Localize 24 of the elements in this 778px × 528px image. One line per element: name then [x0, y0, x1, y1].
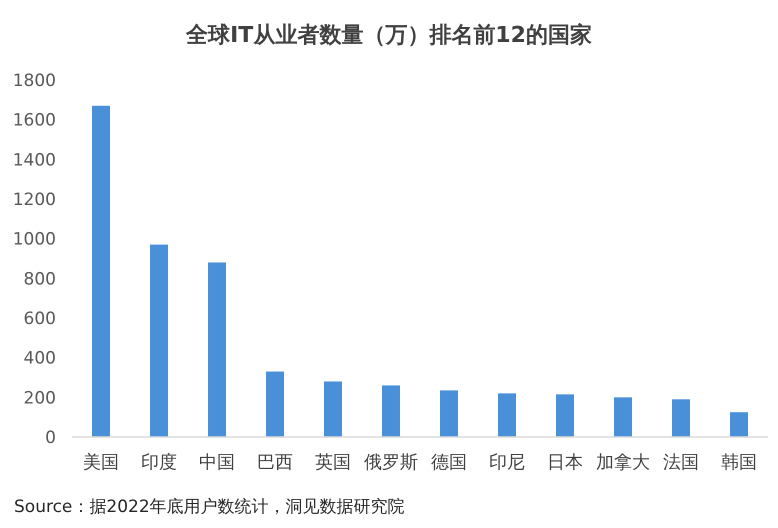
- x-tick-label: 中国: [199, 452, 235, 473]
- source-note: Source：据2022年底用户数统计，洞见数据研究院: [14, 497, 405, 517]
- y-tick-label: 1600: [12, 110, 56, 131]
- x-tick-label: 巴西: [257, 452, 293, 473]
- x-tick-label: 印尼: [489, 452, 525, 473]
- y-tick-label: 800: [24, 269, 56, 290]
- x-tick-label: 德国: [431, 452, 467, 473]
- y-tick-label: 1000: [12, 230, 56, 250]
- x-tick-label: 美国: [83, 452, 119, 473]
- x-tick-label: 印度: [141, 452, 177, 473]
- y-tick-label: 400: [24, 348, 56, 369]
- y-tick-label: 1400: [12, 150, 56, 170]
- x-tick-label: 加拿大: [596, 452, 650, 473]
- x-tick-label: 韩国: [721, 452, 757, 473]
- y-tick-label: 1800: [12, 71, 56, 91]
- y-tick-label: 200: [24, 388, 56, 408]
- x-tick-label: 俄罗斯: [364, 452, 418, 473]
- x-tick-label: 日本: [547, 452, 583, 473]
- x-tick-label: 法国: [663, 452, 699, 473]
- x-tick-label: 英国: [315, 452, 351, 473]
- y-tick-label: 600: [24, 309, 56, 329]
- y-tick-label: 0: [45, 428, 56, 448]
- y-tick-label: 1200: [12, 190, 56, 210]
- chart-title: 全球IT从业者数量（万）排名前12的国家: [185, 22, 592, 48]
